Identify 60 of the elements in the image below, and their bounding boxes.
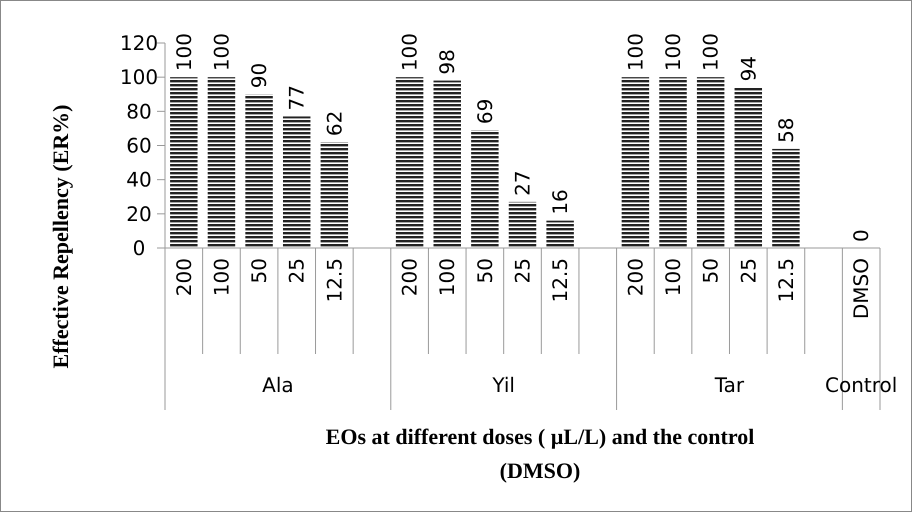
y-tick-label: 100 [120, 65, 158, 90]
data-label: 100 [398, 32, 422, 72]
x-tick-label: 200 [623, 258, 648, 296]
x-tick-label: DMSO [849, 258, 874, 320]
data-label: 100 [661, 32, 686, 72]
data-label: 27 [510, 170, 534, 196]
text: Control [825, 373, 898, 397]
x-tick-label: 25 [736, 258, 760, 284]
data-label: 100 [172, 32, 196, 72]
bar [396, 77, 424, 248]
bar [245, 94, 273, 248]
y-tick-label: 80 [126, 99, 152, 124]
y-tick-label: 120 [120, 31, 158, 55]
data-label: 16 [548, 189, 572, 215]
x-tick-label: 100 [209, 258, 234, 296]
y-tick-label: 0 [132, 236, 146, 260]
x-axis-title: EOs at different doses ( µL/L) and the control (DMSO) [326, 424, 754, 483]
data-label: 77 [284, 85, 309, 110]
x-tick-label: 12.5 [322, 258, 346, 303]
bar [282, 116, 310, 248]
y-axis-title: Effective Repellency (ER%) [48, 104, 73, 368]
text: Tar [714, 373, 745, 397]
bar [696, 77, 724, 248]
y-tick-label: 20 [126, 202, 152, 226]
data-label: 58 [774, 117, 798, 143]
data-label: 90 [247, 62, 272, 88]
data-label: 62 [322, 110, 346, 136]
x-tick-label: 50 [472, 258, 497, 284]
bar [471, 130, 499, 248]
bar [508, 202, 536, 248]
x-tick-label: 25 [510, 258, 534, 284]
x-tick-label: 12.5 [548, 258, 572, 303]
bar [546, 220, 574, 248]
bar [659, 77, 687, 248]
bar [170, 77, 198, 248]
x-tick-label: 50 [698, 258, 723, 284]
data-label: 0 [849, 229, 874, 242]
y-tick-label: 40 [126, 168, 152, 192]
text: Yil [491, 373, 515, 397]
bar [772, 148, 800, 248]
x-tick-label: 25 [284, 258, 309, 284]
data-label: 98 [435, 49, 460, 75]
x-tick-label: 12.5 [774, 258, 798, 303]
data-label: 100 [623, 32, 648, 72]
data-label: 94 [736, 56, 760, 82]
bar [320, 142, 348, 248]
x-tick-label: 50 [247, 258, 272, 284]
bar [208, 77, 236, 248]
x-tick-label: 100 [661, 258, 686, 296]
x-tick-label: 100 [435, 258, 460, 296]
bar [734, 87, 762, 248]
data-label: 100 [209, 32, 234, 72]
x-tick-label: 200 [172, 258, 196, 296]
bar [622, 77, 650, 248]
bar [434, 80, 461, 248]
data-label: 100 [698, 32, 723, 72]
text: Ala [262, 373, 294, 397]
data-label: 69 [472, 98, 497, 124]
y-tick-label: 60 [126, 134, 152, 158]
x-tick-label: 200 [398, 258, 422, 296]
